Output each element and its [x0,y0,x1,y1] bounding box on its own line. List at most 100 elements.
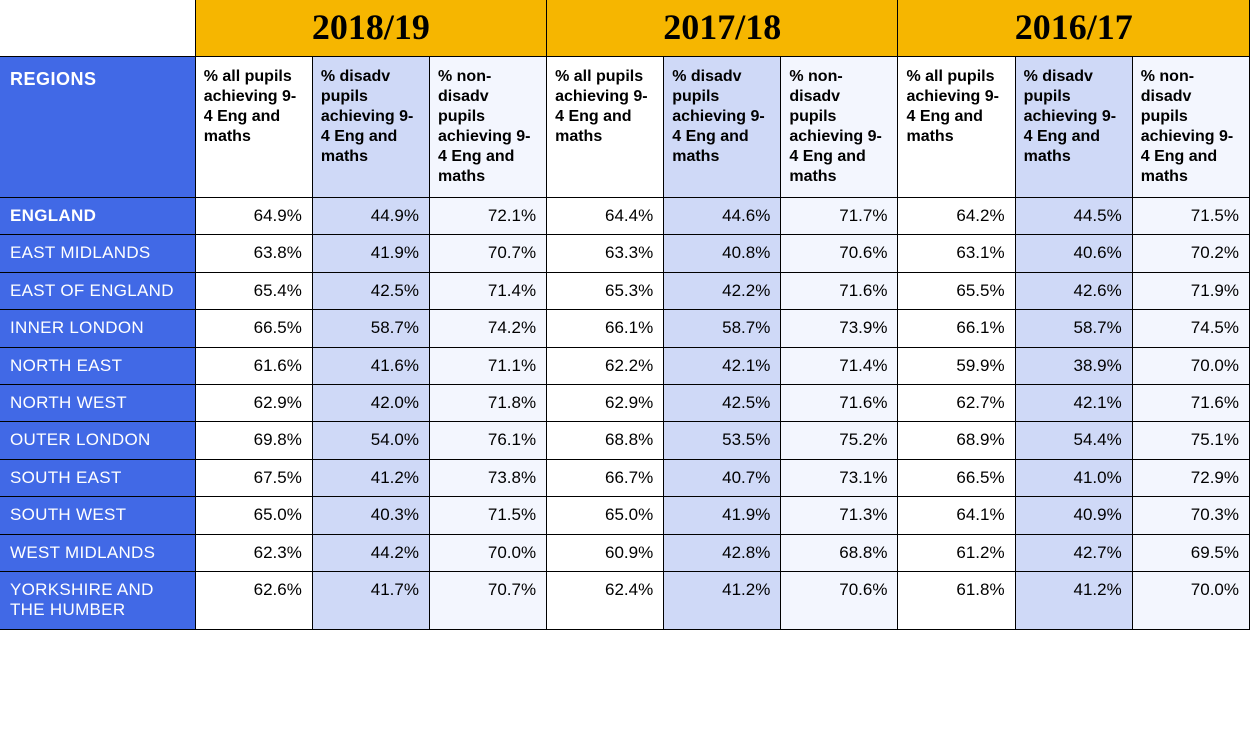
data-cell: 75.1% [1132,422,1249,459]
data-cell: 70.0% [429,534,546,571]
data-cell: 62.6% [195,571,312,629]
data-cell: 62.9% [547,384,664,421]
data-cell: 42.1% [1015,384,1132,421]
data-cell: 40.9% [1015,497,1132,534]
table-row: OUTER LONDON69.8%54.0%76.1%68.8%53.5%75.… [0,422,1250,459]
data-cell: 44.2% [312,534,429,571]
data-cell: 71.7% [781,198,898,235]
data-cell: 62.3% [195,534,312,571]
data-cell: 74.2% [429,310,546,347]
data-cell: 42.5% [664,384,781,421]
subcol-dis-2: % disadv pupils achiev­ing 9-4 Eng and m… [1015,57,1132,198]
data-cell: 73.8% [429,459,546,496]
data-cell: 72.9% [1132,459,1249,496]
data-cell: 66.7% [547,459,664,496]
data-cell: 71.9% [1132,272,1249,309]
data-cell: 63.8% [195,235,312,272]
data-cell: 66.1% [898,310,1015,347]
data-cell: 71.3% [781,497,898,534]
data-cell: 61.2% [898,534,1015,571]
data-cell: 70.7% [429,235,546,272]
data-cell: 41.2% [664,571,781,629]
data-cell: 69.8% [195,422,312,459]
data-cell: 41.2% [312,459,429,496]
data-cell: 71.1% [429,347,546,384]
data-cell: 69.5% [1132,534,1249,571]
data-cell: 40.7% [664,459,781,496]
data-cell: 75.2% [781,422,898,459]
data-cell: 63.3% [547,235,664,272]
data-cell: 71.6% [1132,384,1249,421]
row-label: ENGLAND [0,198,195,235]
data-cell: 44.6% [664,198,781,235]
subcol-dis-1: % disadv pupils achiev­ing 9-4 Eng and m… [664,57,781,198]
table-row: NORTH EAST61.6%41.6%71.1%62.2%42.1%71.4%… [0,347,1250,384]
data-cell: 41.9% [664,497,781,534]
subcol-non-2: % non-disadv pupils achiev­ing 9-4 Eng a… [1132,57,1249,198]
data-cell: 66.5% [898,459,1015,496]
table-row: NORTH WEST62.9%42.0%71.8%62.9%42.5%71.6%… [0,384,1250,421]
data-cell: 70.0% [1132,571,1249,629]
data-cell: 70.6% [781,235,898,272]
data-cell: 40.3% [312,497,429,534]
data-cell: 65.4% [195,272,312,309]
data-cell: 70.6% [781,571,898,629]
data-cell: 74.5% [1132,310,1249,347]
data-cell: 67.5% [195,459,312,496]
data-cell: 66.1% [547,310,664,347]
row-label: INNER LONDON [0,310,195,347]
row-label: OUTER LONDON [0,422,195,459]
data-cell: 41.2% [1015,571,1132,629]
data-cell: 42.0% [312,384,429,421]
row-label: NORTH EAST [0,347,195,384]
data-cell: 71.6% [781,272,898,309]
table-row: EAST OF ENGLAND65.4%42.5%71.4%65.3%42.2%… [0,272,1250,309]
data-cell: 62.7% [898,384,1015,421]
data-cell: 44.9% [312,198,429,235]
data-cell: 65.5% [898,272,1015,309]
data-cell: 73.9% [781,310,898,347]
data-cell: 64.4% [547,198,664,235]
table-row: SOUTH WEST65.0%40.3%71.5%65.0%41.9%71.3%… [0,497,1250,534]
data-cell: 68.9% [898,422,1015,459]
data-cell: 54.0% [312,422,429,459]
data-cell: 71.4% [429,272,546,309]
data-cell: 64.9% [195,198,312,235]
table-row: ENGLAND64.9%44.9%72.1%64.4%44.6%71.7%64.… [0,198,1250,235]
row-label: EAST MIDLANDS [0,235,195,272]
year-header-0: 2018/19 [195,0,546,57]
data-cell: 64.2% [898,198,1015,235]
data-cell: 62.9% [195,384,312,421]
data-cell: 44.5% [1015,198,1132,235]
data-cell: 61.8% [898,571,1015,629]
subcol-all-1: % all pupils achiev­ing 9-4 Eng and math… [547,57,664,198]
data-cell: 63.1% [898,235,1015,272]
row-label: SOUTH WEST [0,497,195,534]
data-cell: 59.9% [898,347,1015,384]
data-cell: 42.8% [664,534,781,571]
data-cell: 71.4% [781,347,898,384]
table-row: YORKSHIRE AND THE HUMBER62.6%41.7%70.7%6… [0,571,1250,629]
data-cell: 60.9% [547,534,664,571]
data-cell: 42.6% [1015,272,1132,309]
year-header-1: 2017/18 [547,0,898,57]
data-cell: 62.4% [547,571,664,629]
data-cell: 42.2% [664,272,781,309]
data-cell: 68.8% [547,422,664,459]
table-row: EAST MIDLANDS63.8%41.9%70.7%63.3%40.8%70… [0,235,1250,272]
sub-header-row: REGIONS % all pupils achiev­ing 9-4 Eng … [0,57,1250,198]
data-cell: 53.5% [664,422,781,459]
data-cell: 70.7% [429,571,546,629]
data-cell: 71.8% [429,384,546,421]
data-cell: 64.1% [898,497,1015,534]
year-header-2: 2016/17 [898,0,1250,57]
data-cell: 42.1% [664,347,781,384]
subcol-non-1: % non-disadv pupils achiev­ing 9-4 Eng a… [781,57,898,198]
data-cell: 58.7% [1015,310,1132,347]
table-row: WEST MIDLANDS62.3%44.2%70.0%60.9%42.8%68… [0,534,1250,571]
data-cell: 73.1% [781,459,898,496]
data-cell: 58.7% [312,310,429,347]
data-cell: 41.7% [312,571,429,629]
data-cell: 76.1% [429,422,546,459]
data-cell: 70.0% [1132,347,1249,384]
